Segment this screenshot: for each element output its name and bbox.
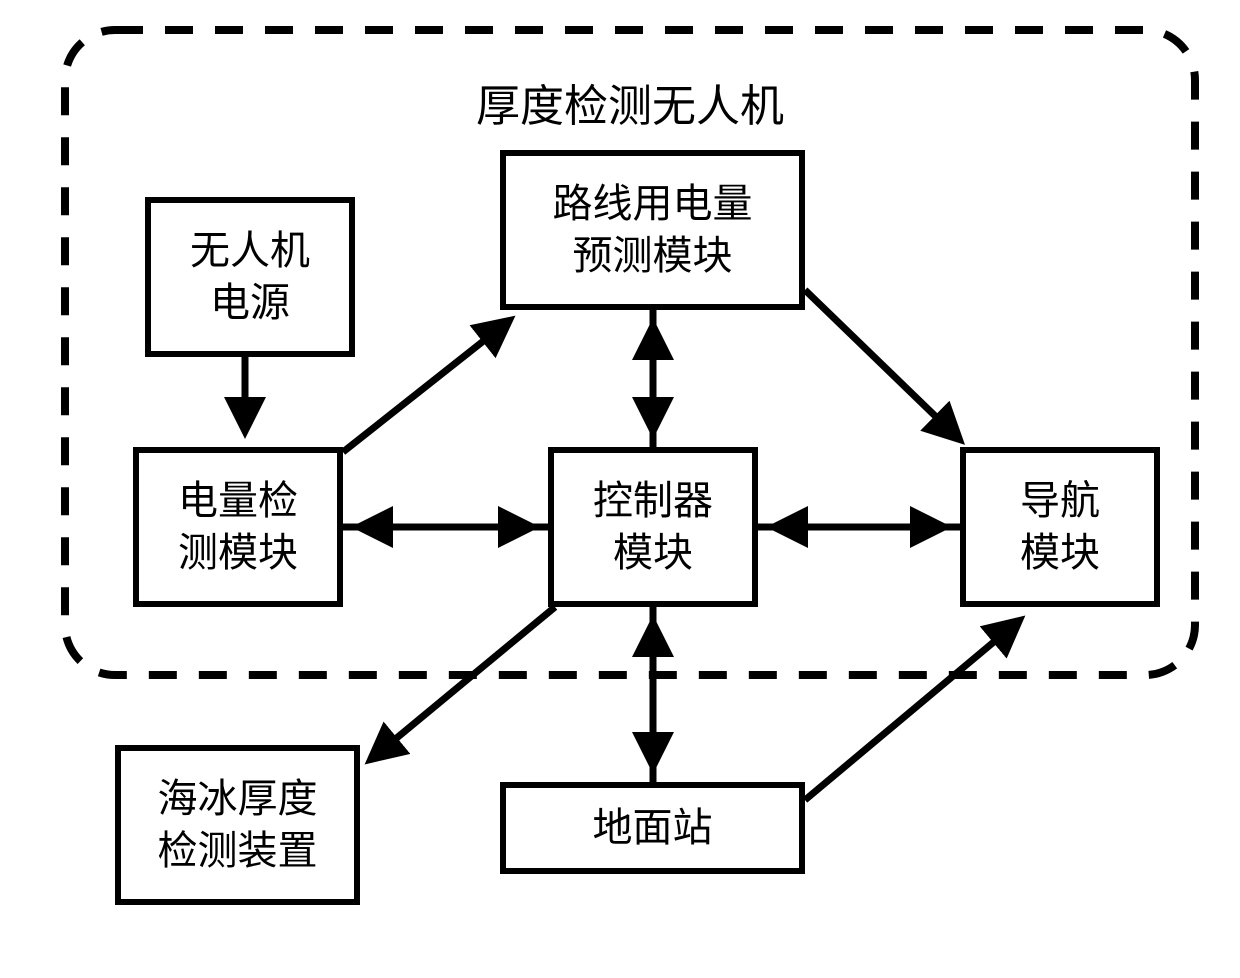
diagram-canvas: 厚度检测无人机 无人机 电源 路线用电量 预测模块 电量检 测模块 控制器 模块… (0, 0, 1240, 978)
diagram-title: 厚度检测无人机 (430, 70, 830, 134)
edge-route-to-nav (805, 290, 960, 440)
edge-controller-to-ice (370, 607, 555, 760)
edge-battery-to-route (343, 320, 510, 452)
node-battery-line2: 测模块 (178, 531, 298, 575)
node-controller-line2: 模块 (613, 531, 693, 575)
node-route-line1: 路线用电量 (553, 182, 753, 226)
node-route-line2: 预测模块 (573, 234, 733, 278)
node-controller-line1: 控制器 (593, 479, 713, 523)
node-navigation: 导航 模块 (960, 447, 1160, 607)
node-nav-line2: 模块 (1020, 531, 1100, 575)
node-power-line1: 无人机 (190, 229, 310, 273)
node-ice-thickness-detector: 海冰厚度 检测装置 (115, 745, 360, 905)
node-power-line2: 电源 (210, 281, 290, 325)
node-route-power-predict: 路线用电量 预测模块 (500, 150, 805, 310)
edge-ground-to-nav (805, 620, 1020, 800)
node-nav-line1: 导航 (1020, 479, 1100, 523)
node-power-supply: 无人机 电源 (145, 197, 355, 357)
node-battery-line1: 电量检 (178, 479, 298, 523)
node-ground-line1: 地面站 (593, 806, 713, 850)
node-ground-station: 地面站 (500, 782, 805, 874)
node-controller: 控制器 模块 (548, 447, 758, 607)
node-ice-line1: 海冰厚度 (158, 777, 318, 821)
node-ice-line2: 检测装置 (158, 829, 318, 873)
node-battery-check: 电量检 测模块 (133, 447, 343, 607)
